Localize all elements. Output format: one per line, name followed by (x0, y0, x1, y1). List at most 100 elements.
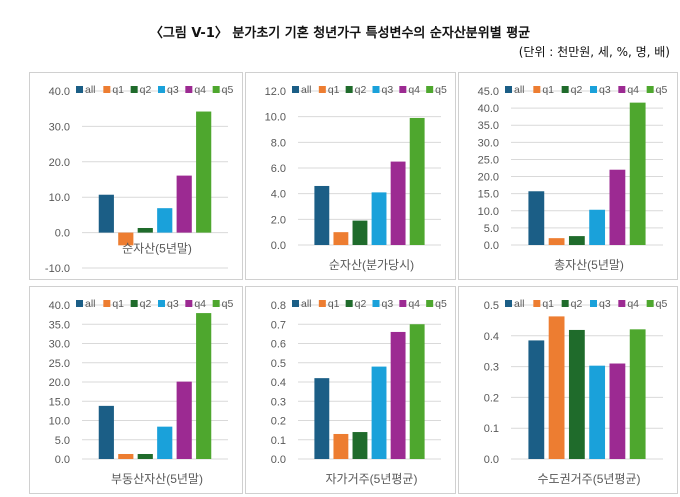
y-tick-label: 0.0 (55, 454, 70, 466)
y-tick-label: 12.0 (265, 86, 286, 98)
chart-svg: 0.0 0.1 0.2 0.3 0.4 0.5 all q1 q2 q3 q4 q5 수도권거주(5년평… (484, 298, 668, 486)
y-tick-label: 0.2 (484, 392, 499, 404)
y-tick-label: 20.0 (49, 377, 70, 389)
y-tick-label: 20.0 (49, 157, 70, 169)
legend-swatch-q1 (103, 300, 111, 307)
category-label: 부동산자산(5년말) (111, 472, 203, 486)
y-tick-label: 10.0 (265, 112, 286, 124)
bar-all (98, 405, 114, 459)
legend-label-q1: q1 (328, 298, 340, 310)
y-tick-label: 0.4 (271, 377, 286, 389)
legend-label-q3: q3 (167, 84, 179, 96)
chart-svg: 0.0 5.0 10.0 15.0 20.0 25.0 30.0 35.0 40.0 all q1 q… (49, 298, 234, 486)
y-tick-label: 25.0 (49, 358, 70, 370)
chart-svg: -10.0 0.0 10.0 20.0 30.0 40.0 all q1 q2 q3 q4 q5 순자산… (45, 84, 234, 275)
bar-q5 (409, 117, 425, 245)
y-tick-label: 0.1 (484, 423, 499, 435)
legend-label-q3: q3 (599, 298, 611, 310)
legend-label-q1: q1 (542, 84, 554, 96)
bar-q3 (589, 209, 606, 245)
y-tick-label: 10.0 (49, 416, 70, 428)
bar-all (528, 191, 545, 245)
y-tick-label: 0.7 (271, 319, 286, 331)
chart-svg: 0.0 2.0 4.0 6.0 8.0 10.0 12.0 all q1 q2 q3 q4 q5 순자산(… (265, 84, 447, 272)
y-tick-label: 35.0 (478, 120, 499, 132)
legend-label-all: all (514, 84, 525, 96)
legend-label-all: all (514, 298, 525, 310)
legend-swatch-q3 (158, 300, 165, 307)
y-tick-label: 15.0 (49, 396, 70, 408)
legend-label-q5: q5 (222, 84, 234, 96)
legend-swatch-q4 (399, 86, 407, 93)
legend-label-all: all (301, 84, 312, 96)
legend-label-q5: q5 (656, 298, 668, 310)
y-tick-label: 0.0 (271, 240, 286, 252)
y-tick-label: 45.0 (478, 86, 499, 98)
legend-swatch-q1 (318, 86, 326, 93)
bar-q2 (352, 220, 368, 245)
legend-label-q4: q4 (194, 84, 206, 96)
legend-swatch-q3 (158, 86, 165, 93)
category-label: 자가거주(5년평균) (326, 472, 418, 486)
category-label: 순자산(5년말) (122, 242, 192, 256)
legend-label-q3: q3 (382, 84, 394, 96)
y-tick-label: 0.0 (484, 454, 499, 466)
bar-q3 (589, 365, 606, 459)
bar-all (98, 194, 114, 233)
bar-q1 (333, 232, 349, 245)
legend-label-q3: q3 (167, 298, 179, 310)
legend-label-all: all (301, 298, 312, 310)
y-tick-label: 0.3 (271, 396, 286, 408)
legend-swatch-q5 (212, 300, 220, 307)
legend-swatch-q2 (345, 300, 353, 307)
bar-q2 (352, 432, 368, 459)
legend-label-q1: q1 (542, 298, 554, 310)
legend-label-q2: q2 (140, 298, 152, 310)
y-tick-label: 10.0 (49, 192, 70, 204)
chart-panel-total-assets: 0.0 5.0 10.0 15.0 20.0 25.0 30.0 35.0 40.0 45.0 al… (458, 72, 678, 280)
y-tick-label: 30.0 (49, 339, 70, 351)
legend-label-q2: q2 (355, 298, 367, 310)
bar-q1 (333, 433, 349, 459)
category-label: 수도권거주(5년평균) (538, 472, 641, 486)
y-tick-label: 40.0 (49, 86, 70, 98)
legend-label-q5: q5 (435, 84, 447, 96)
chart-panel-capital-area: 0.0 0.1 0.2 0.3 0.4 0.5 all q1 q2 q3 q4 q5 수도권거주(5년평… (458, 286, 678, 494)
legend-swatch-q5 (212, 86, 220, 93)
unit-note: (단위 : 천만원, 세, %, 명, 배) (518, 45, 670, 59)
bar-q2 (568, 236, 585, 245)
legend-swatch-q5 (646, 300, 654, 307)
bar-q3 (157, 208, 173, 233)
chart-svg: 0.0 0.1 0.2 0.3 0.4 0.5 0.6 0.7 0.8 all q1 q2 q3 q4 q5… (271, 298, 447, 486)
bar-q4 (176, 381, 192, 459)
legend-swatch-all (76, 86, 83, 93)
bar-q1 (118, 453, 134, 459)
chart-panel-real-estate: 0.0 5.0 10.0 15.0 20.0 25.0 30.0 35.0 40.0 all q1 q… (29, 286, 243, 494)
legend-swatch-q1 (318, 300, 326, 307)
legend-swatch-q3 (590, 300, 597, 307)
legend-label-q2: q2 (571, 298, 583, 310)
y-tick-label: 0.8 (271, 300, 286, 312)
bar-q4 (176, 175, 192, 233)
legend-label-q1: q1 (112, 84, 124, 96)
y-tick-label: 30.0 (478, 137, 499, 149)
y-tick-label: 30.0 (49, 121, 70, 133)
legend-label-q4: q4 (408, 84, 420, 96)
bar-q3 (157, 426, 173, 459)
y-tick-label: 0.4 (484, 331, 499, 343)
legend-swatch-q3 (372, 300, 380, 307)
legend-label-q4: q4 (627, 84, 639, 96)
chart-panel-net-assets-initial: 0.0 2.0 4.0 6.0 8.0 10.0 12.0 all q1 q2 q3 q4 q5 순자산(… (245, 72, 456, 280)
legend-swatch-q3 (372, 86, 380, 93)
y-tick-label: 20.0 (478, 172, 499, 184)
legend-swatch-q4 (185, 86, 193, 93)
bar-q5 (629, 102, 646, 245)
category-label: 총자산(5년말) (554, 258, 624, 272)
bar-q4 (390, 331, 406, 459)
legend-swatch-q2 (345, 86, 353, 93)
legend-swatch-all (292, 86, 299, 93)
y-tick-label: 40.0 (478, 103, 499, 115)
legend-label-q5: q5 (435, 298, 447, 310)
bar-q1 (548, 316, 565, 459)
bar-q4 (609, 363, 626, 459)
